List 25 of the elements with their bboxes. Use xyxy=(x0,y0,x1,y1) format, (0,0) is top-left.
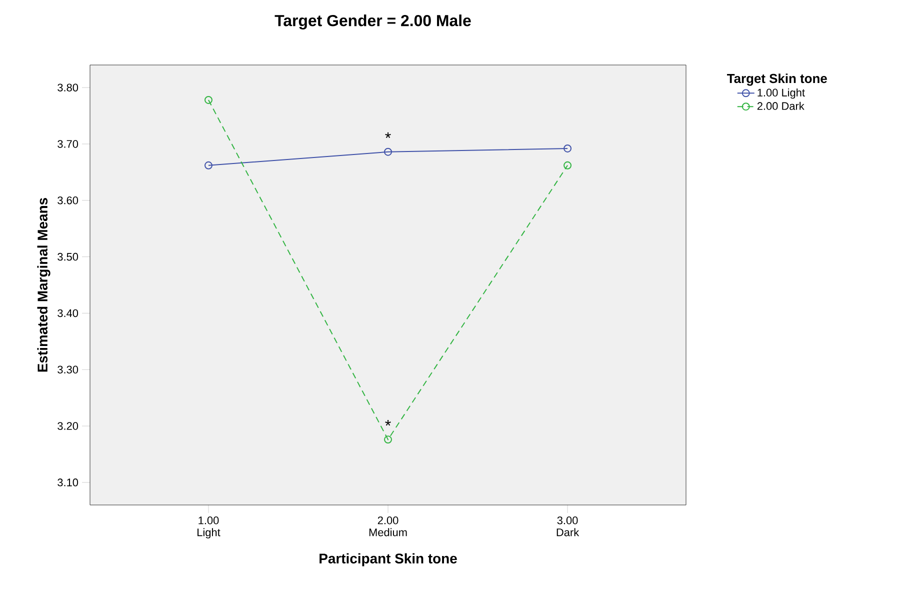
legend-label: 1.00 Light xyxy=(758,88,805,99)
x-tick-label: 2.00 Medium xyxy=(369,516,407,536)
annotation: * xyxy=(385,132,391,138)
y-tick-label: 3.60 xyxy=(58,196,78,204)
chart-title: Target Gender = 2.00 Male xyxy=(274,14,471,30)
x-axis-title: Participant Skin tone xyxy=(320,553,457,566)
y-tick-label: 3.30 xyxy=(58,366,78,374)
y-tick-label: 3.20 xyxy=(58,422,78,430)
point xyxy=(384,436,392,444)
y-axis-title: Estimated Marginal Means xyxy=(37,198,50,372)
legend-title: Target Skin tone xyxy=(727,74,827,86)
x-tick-label: 1.00 Light xyxy=(198,516,220,538)
point xyxy=(564,144,572,152)
point xyxy=(564,161,572,170)
annotation: * xyxy=(385,420,391,426)
y-tick-label: 3.40 xyxy=(58,309,78,318)
y-tick-label: 3.10 xyxy=(58,478,78,486)
x-tick-label: 3.00 Dark xyxy=(556,516,580,536)
point xyxy=(384,148,392,156)
legend-label: 2.00 Dark xyxy=(757,102,804,110)
point xyxy=(204,96,212,104)
point xyxy=(204,161,212,170)
y-tick-label: 3.70 xyxy=(58,140,78,148)
y-tick-label: 3.50 xyxy=(58,252,78,261)
y-tick-label: 3.80 xyxy=(58,84,78,92)
